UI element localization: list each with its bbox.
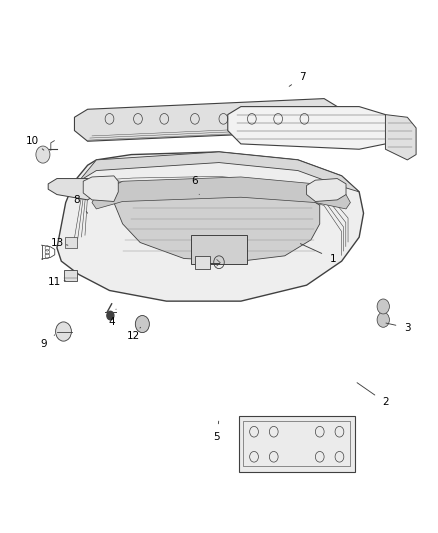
Bar — [243, 421, 350, 466]
Text: 9: 9 — [40, 335, 55, 349]
Polygon shape — [48, 179, 96, 200]
Circle shape — [377, 299, 389, 314]
Polygon shape — [79, 152, 359, 192]
Bar — [195, 256, 210, 269]
Text: 7: 7 — [289, 72, 306, 86]
Polygon shape — [228, 107, 394, 149]
Polygon shape — [307, 179, 346, 201]
Text: 6: 6 — [191, 176, 199, 195]
Text: 3: 3 — [386, 323, 411, 333]
Text: 4: 4 — [108, 309, 116, 327]
Text: 13: 13 — [50, 238, 68, 247]
Polygon shape — [385, 115, 416, 160]
Circle shape — [135, 316, 149, 333]
Circle shape — [377, 312, 389, 327]
Circle shape — [36, 146, 50, 163]
Circle shape — [56, 322, 71, 341]
Polygon shape — [57, 152, 364, 301]
Polygon shape — [74, 99, 342, 141]
Text: 10: 10 — [26, 136, 44, 150]
Text: 11: 11 — [48, 278, 65, 287]
Polygon shape — [114, 187, 320, 261]
Circle shape — [107, 311, 114, 320]
Polygon shape — [83, 176, 118, 201]
Polygon shape — [92, 177, 350, 209]
Text: 1: 1 — [300, 244, 336, 263]
Bar — [65, 237, 77, 248]
Bar — [239, 416, 355, 472]
Text: 2: 2 — [357, 383, 389, 407]
Bar — [64, 270, 77, 281]
Bar — [191, 235, 247, 264]
Text: 5: 5 — [213, 421, 220, 442]
Text: 12: 12 — [127, 327, 141, 341]
Text: 8: 8 — [73, 195, 88, 213]
